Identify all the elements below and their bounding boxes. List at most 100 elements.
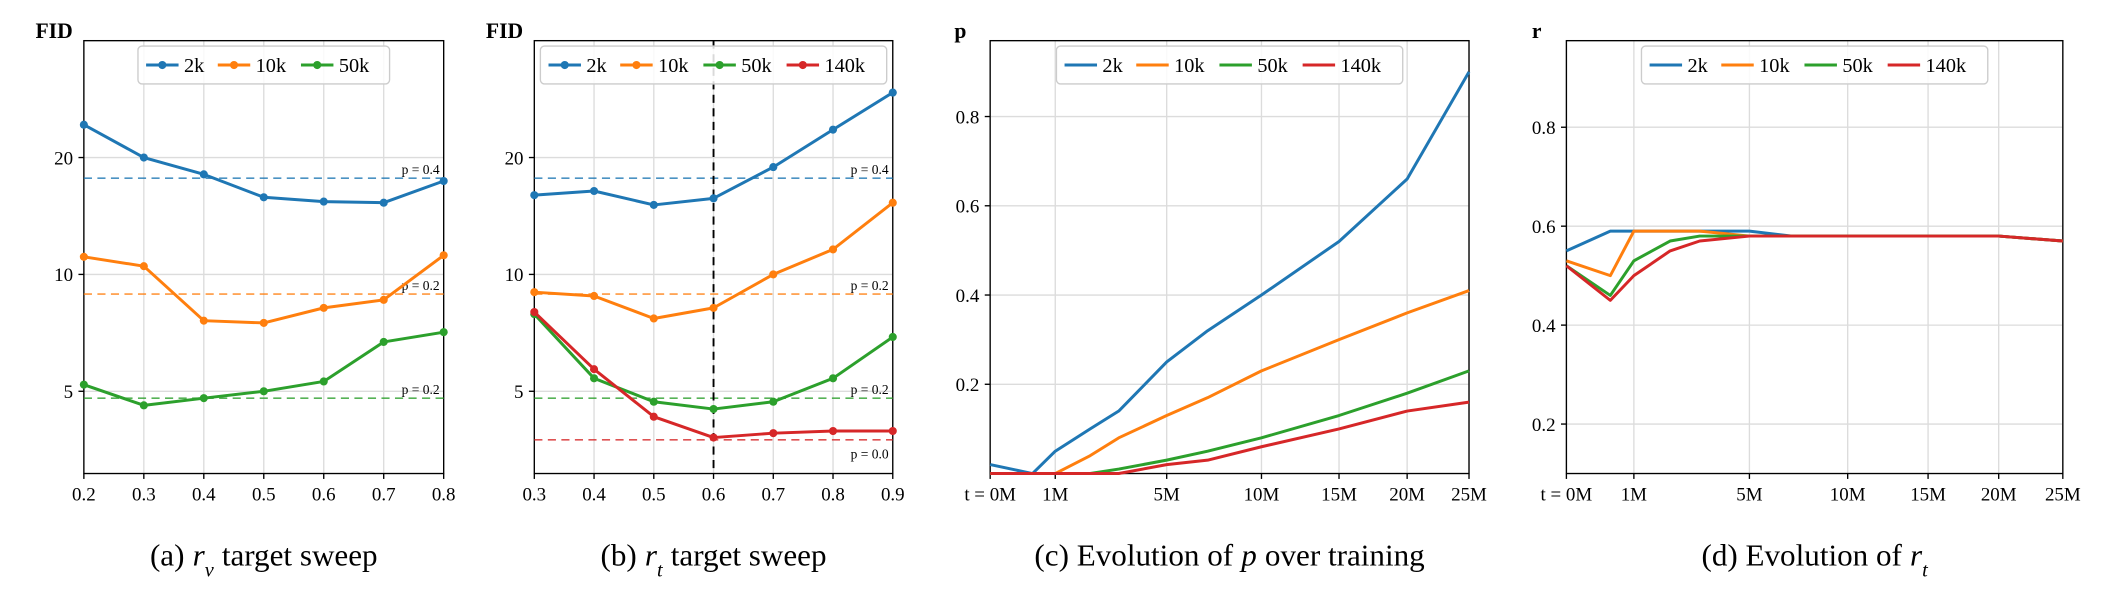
point: [319, 377, 328, 386]
y-tick-label: 0.2: [1532, 415, 1556, 436]
point: [139, 401, 148, 410]
point: [530, 191, 539, 200]
y-tick-label: 20: [54, 148, 73, 169]
reference-label: p = 0.0: [851, 447, 889, 462]
y-tick-label: 0.4: [1532, 316, 1556, 337]
point: [379, 295, 388, 304]
series-line: [990, 400, 1470, 476]
reference-label: p = 0.2: [851, 278, 889, 293]
point: [259, 193, 268, 202]
y-tick-label: 20: [505, 148, 524, 169]
caption-part: v: [205, 560, 214, 582]
legend-label: 50k: [1842, 55, 1873, 77]
legend: 2k 10k 50k 140k: [539, 45, 888, 85]
x-tick-label: 0.2: [72, 485, 96, 506]
caption-part: (a): [150, 538, 185, 573]
series-line: [1565, 229, 2063, 278]
legend: 2k 10k 50k: [137, 45, 391, 85]
point: [888, 88, 897, 97]
x-tick-label: 15M: [1321, 485, 1357, 506]
x-tick-label: t = 0M: [964, 485, 1016, 506]
point: [589, 374, 599, 383]
y-tick-label: 10: [54, 265, 73, 286]
point: [769, 397, 778, 406]
x-tick-label: 0.9: [881, 485, 905, 506]
x-tick-label: 0.6: [702, 485, 726, 506]
series-line: [1565, 229, 2063, 253]
caption: (c) Evolution of p over training: [1034, 538, 1424, 573]
point: [319, 303, 328, 312]
legend-label: 140k: [1341, 55, 1382, 77]
y-axis-label: FID: [486, 19, 523, 43]
point: [828, 374, 838, 383]
y-tick-label: 10: [505, 265, 524, 286]
caption-part: p: [1239, 538, 1257, 573]
series-line: [1565, 234, 2063, 302]
reference-label: p = 0.4: [851, 162, 889, 177]
legend-label: 50k: [339, 55, 370, 77]
point: [439, 251, 448, 260]
point: [379, 337, 388, 346]
legend-label: 2k: [586, 55, 607, 77]
x-tick-label: 10M: [1244, 485, 1280, 506]
legend-marker: [560, 60, 569, 70]
legend-frame: [137, 45, 391, 85]
point: [530, 307, 539, 317]
caption-part: r: [645, 538, 658, 573]
series-line: [989, 71, 1471, 476]
x-tick-label: 0.4: [192, 485, 216, 506]
x-tick-label: 20M: [1389, 485, 1425, 506]
y-axis-label: r: [1532, 19, 1542, 43]
caption-part: target sweep: [222, 538, 378, 573]
legend-marker: [798, 60, 807, 70]
legend-label: 140k: [824, 55, 865, 77]
legend-marker: [158, 60, 167, 70]
legend-label: 2k: [1687, 55, 1708, 77]
point: [769, 429, 778, 438]
point: [769, 163, 778, 172]
x-tick-label: 25M: [2045, 485, 2081, 506]
axes-frame: [989, 39, 1470, 475]
y-tick-label: 5: [64, 382, 73, 403]
point: [139, 262, 148, 271]
caption-part: (d) Evolution of: [1701, 538, 1902, 573]
point: [828, 245, 838, 254]
point: [828, 426, 838, 436]
point: [649, 412, 658, 421]
legend-label: 10k: [256, 55, 287, 77]
legend-label: 10k: [1759, 55, 1790, 77]
point: [649, 200, 658, 209]
caption-part: target sweep: [671, 538, 827, 573]
reference-label: p = 0.2: [402, 278, 440, 293]
point: [769, 270, 778, 279]
x-tick-label: 0.3: [132, 485, 156, 506]
point: [649, 397, 658, 406]
legend-label: 2k: [184, 55, 205, 77]
x-tick-label: 0.7: [372, 485, 396, 506]
x-tick-label: 20M: [1981, 485, 2017, 506]
x-tick-label: 10M: [1830, 485, 1866, 506]
y-axis-label: FID: [35, 19, 72, 43]
legend-marker: [313, 60, 322, 70]
point: [589, 365, 599, 374]
reference-label: p = 0.4: [402, 162, 440, 177]
legend-label: 50k: [741, 55, 772, 77]
caption-part: over training: [1265, 538, 1425, 573]
point: [439, 176, 448, 186]
point: [319, 197, 328, 206]
y-tick-label: 0.4: [956, 286, 980, 307]
x-tick-label: 0.3: [522, 485, 546, 506]
panel: 0.3 0.4 0.5 0.6 0.7 0.8 0.9 5 10 20 FID p = 0.4 p = …: [486, 19, 905, 582]
x-tick-label: 25M: [1451, 485, 1487, 506]
y-tick-label: 5: [514, 382, 523, 403]
point: [888, 198, 897, 207]
legend-label: 140k: [1926, 55, 1967, 77]
y-tick-label: 0.8: [956, 107, 980, 128]
x-tick-label: 0.4: [582, 485, 606, 506]
point: [888, 332, 897, 342]
y-tick-label: 0.6: [1532, 217, 1556, 238]
x-tick-label: 0.5: [642, 485, 666, 506]
caption: (d) Evolution of rt: [1701, 538, 1929, 582]
point: [828, 125, 838, 134]
x-tick-label: 0.8: [821, 485, 845, 506]
